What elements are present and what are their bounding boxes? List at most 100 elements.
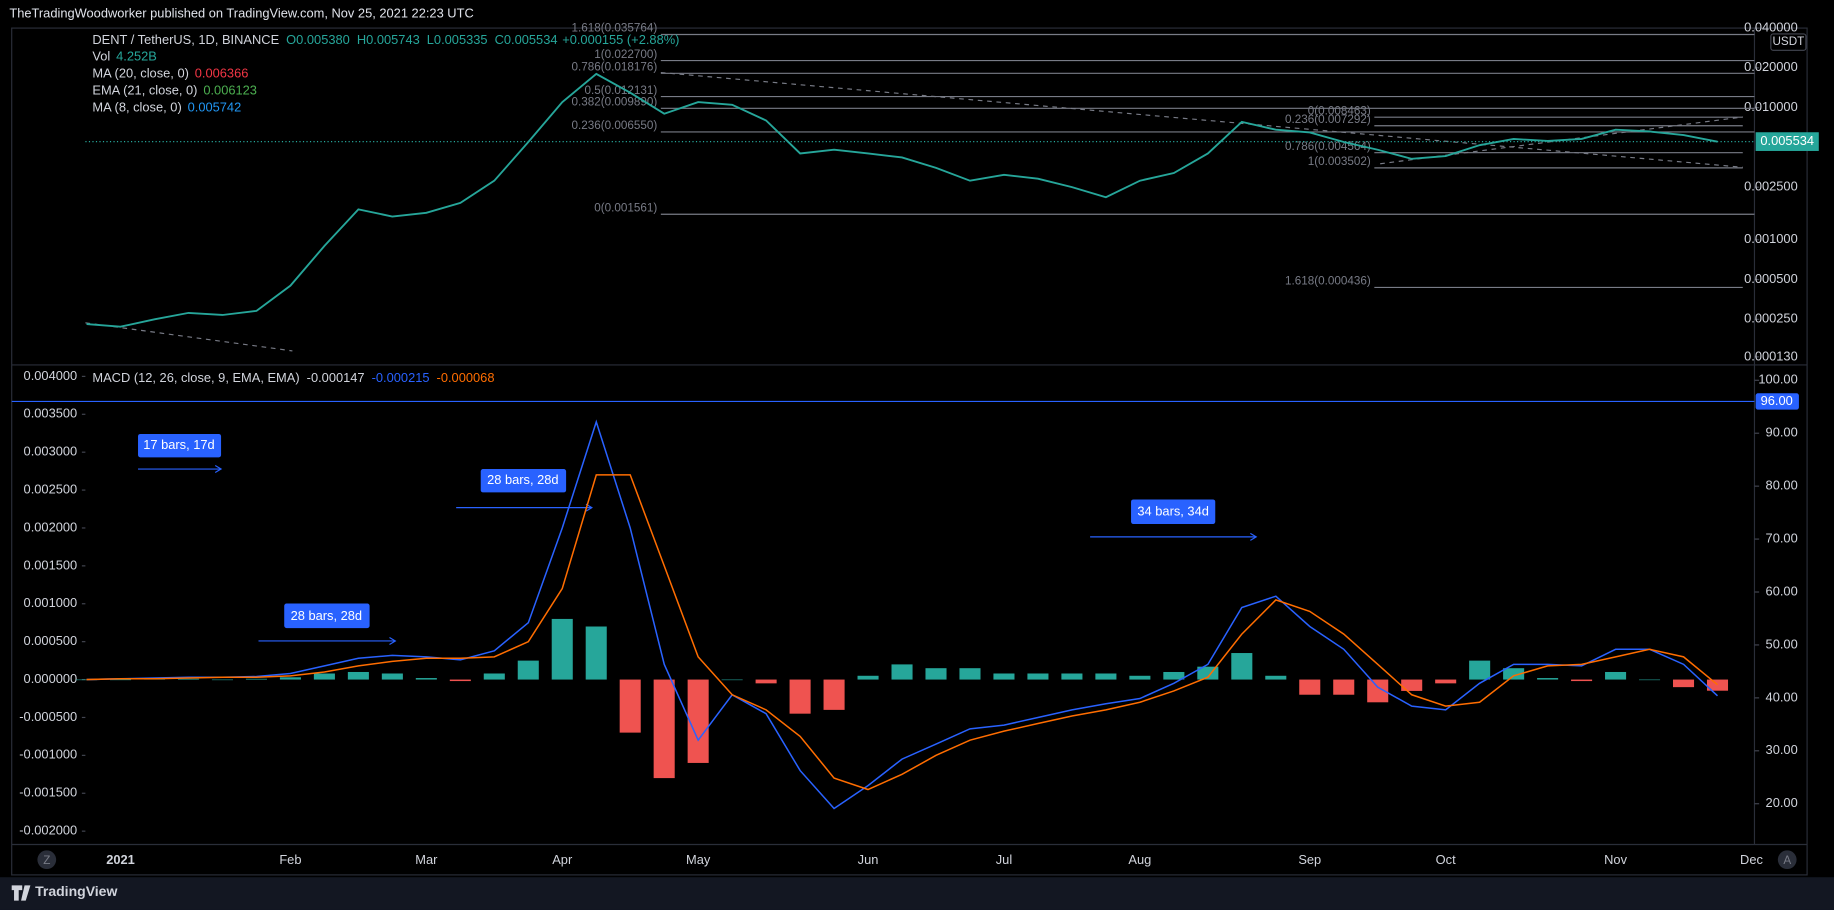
fib-label: 1.618(0.035764) [572, 22, 658, 35]
indicator-legend: Vol 4.252B [92, 49, 157, 64]
macd-histogram-bar [1537, 678, 1559, 680]
indicator-value: 0.006123 [203, 83, 257, 98]
macd-axis-label: 0.000000 [24, 671, 78, 686]
time-axis-label: Sep [1298, 852, 1321, 867]
macd-histogram-bar [211, 679, 233, 681]
chart-frame [11, 27, 1808, 876]
macd-histogram-bar [1231, 653, 1253, 680]
macd-histogram-bar [755, 679, 777, 684]
macd-histogram-bar [925, 668, 947, 680]
indicator-name: MA (20, close, 0) [92, 66, 188, 81]
macd-histogram-bar [279, 677, 301, 680]
price-axis-label: 0.000130 [1744, 348, 1798, 363]
macd-axis-label: 0.001000 [24, 595, 78, 610]
time-axis-label: May [686, 852, 711, 867]
annotation-label: 34 bars, 34d [1137, 504, 1209, 519]
brand: TradingView [35, 883, 117, 899]
macd-axis-label: 0.003000 [24, 444, 78, 459]
time-axis-label: Dec [1740, 852, 1763, 867]
macd-line [86, 419, 1719, 810]
indicator-legend: MA (8, close, 0) 0.005742 [92, 100, 241, 115]
fib-label: 0.236(0.007292) [1285, 113, 1371, 126]
macd-histogram-bar [1503, 668, 1525, 680]
macd-histogram-bar [585, 626, 607, 680]
macd-axis-label: 0.002000 [24, 519, 78, 534]
macd-histogram-bar [1672, 679, 1695, 688]
publisher: TheTradingWoodworker published on Tradin… [9, 5, 473, 20]
axis-button[interactable] [1777, 850, 1797, 870]
ohlc-value: +0.000155 (+2.88%) [562, 32, 679, 47]
axis-button[interactable] [37, 850, 57, 870]
price-axis-label: 0.000500 [1744, 271, 1798, 286]
macd-histogram-bar [1605, 671, 1627, 680]
annotation: 34 bars, 34d [1090, 499, 1258, 541]
macd-histogram-bar [721, 679, 743, 681]
macd-legend: MACD (12, 26, close, 9, EMA, EMA) -0.0001… [92, 370, 494, 385]
macd-legend-value: -0.000215 [372, 370, 430, 385]
macd-histogram-bar [1571, 679, 1593, 682]
macd-histogram-bar [381, 673, 403, 680]
fib-label: 0.382(0.009890) [572, 96, 658, 109]
annotation-label: 28 bars, 28d [487, 472, 559, 487]
macd-histogram-bar [823, 679, 845, 710]
macd-histogram-bar [245, 678, 267, 680]
y2-axis-label: 50.00 [1766, 636, 1798, 651]
indicator-name: EMA (21, close, 0) [92, 83, 197, 98]
macd-histogram-bar [857, 675, 879, 680]
symbol-legend: DENT / TetherUS, 1D, BINANCE O0.005380 H0.… [92, 32, 679, 47]
ohlc-value: O0.005380 [286, 32, 350, 47]
symbol-title: DENT / TetherUS, 1D, BINANCE [92, 32, 279, 47]
currency-box [1770, 33, 1807, 51]
macd-histogram-bar [177, 678, 200, 680]
macd-histogram-bar [687, 679, 709, 763]
indicator-legend: EMA (21, close, 0) 0.006123 [92, 83, 257, 98]
axis-button-label[interactable]: Z [43, 854, 50, 867]
macd-histogram-bar [1469, 660, 1491, 680]
currency-label: USDT [1772, 35, 1804, 48]
macd-axis-label: 0.001500 [24, 557, 78, 572]
fib-label: 0.786(0.018176) [572, 61, 658, 74]
axis-button-label[interactable]: A [1783, 854, 1791, 867]
time-axis-label: Jun [858, 852, 879, 867]
macd-histogram-bar [1163, 671, 1185, 680]
fib-label: 0(0.001561) [594, 201, 657, 214]
time-axis-label: 2021 [106, 852, 135, 867]
time-axis-label: Nov [1604, 852, 1627, 867]
time-axis-label: Aug [1128, 852, 1151, 867]
y2-axis-label: 90.00 [1766, 425, 1798, 440]
price-axis-label: 0.020000 [1744, 59, 1798, 74]
fib-label: 0.236(0.006550) [572, 119, 658, 132]
time-axis-label: Feb [279, 852, 301, 867]
macd-axis-label: -0.001500 [19, 785, 77, 800]
last-price-label: 0.005534 [1760, 133, 1814, 148]
trendline [660, 71, 1743, 168]
macd-histogram-bar [110, 679, 132, 681]
annotation-label: 17 bars, 17d [143, 437, 215, 452]
macd-histogram-bar [1367, 679, 1389, 703]
macd-title: MACD (12, 26, close, 9, EMA, EMA) [92, 370, 299, 385]
macd-axis-label: 0.000500 [24, 633, 78, 648]
ohlc-value: C0.005534 [495, 32, 558, 47]
indicator-value: 0.006366 [195, 66, 249, 81]
macd-histogram-bar [449, 679, 471, 682]
ohlc-value: L0.005335 [427, 32, 488, 47]
macd-histogram-bar [347, 671, 369, 680]
macd-axis-label: -0.000500 [19, 709, 77, 724]
fib-label: 1(0.003502) [1308, 155, 1371, 168]
indicator-value: 0.005742 [188, 100, 242, 115]
y2-axis-label: 40.00 [1766, 689, 1798, 704]
macd-histogram-bar [619, 679, 641, 733]
indicator-value: 4.252B [116, 49, 157, 64]
macd-histogram-bar [653, 679, 675, 779]
signal-line [86, 474, 1718, 791]
y2-axis-label: 100.00 [1758, 372, 1797, 387]
fib-label: 1(0.022700) [594, 48, 657, 61]
macd-axis-label: 0.002500 [24, 481, 78, 496]
time-axis-label: Apr [552, 852, 573, 867]
macd-legend-value: -0.000068 [437, 370, 495, 385]
hline-box [1755, 393, 1799, 410]
y2-axis-label: 20.00 [1766, 795, 1798, 810]
